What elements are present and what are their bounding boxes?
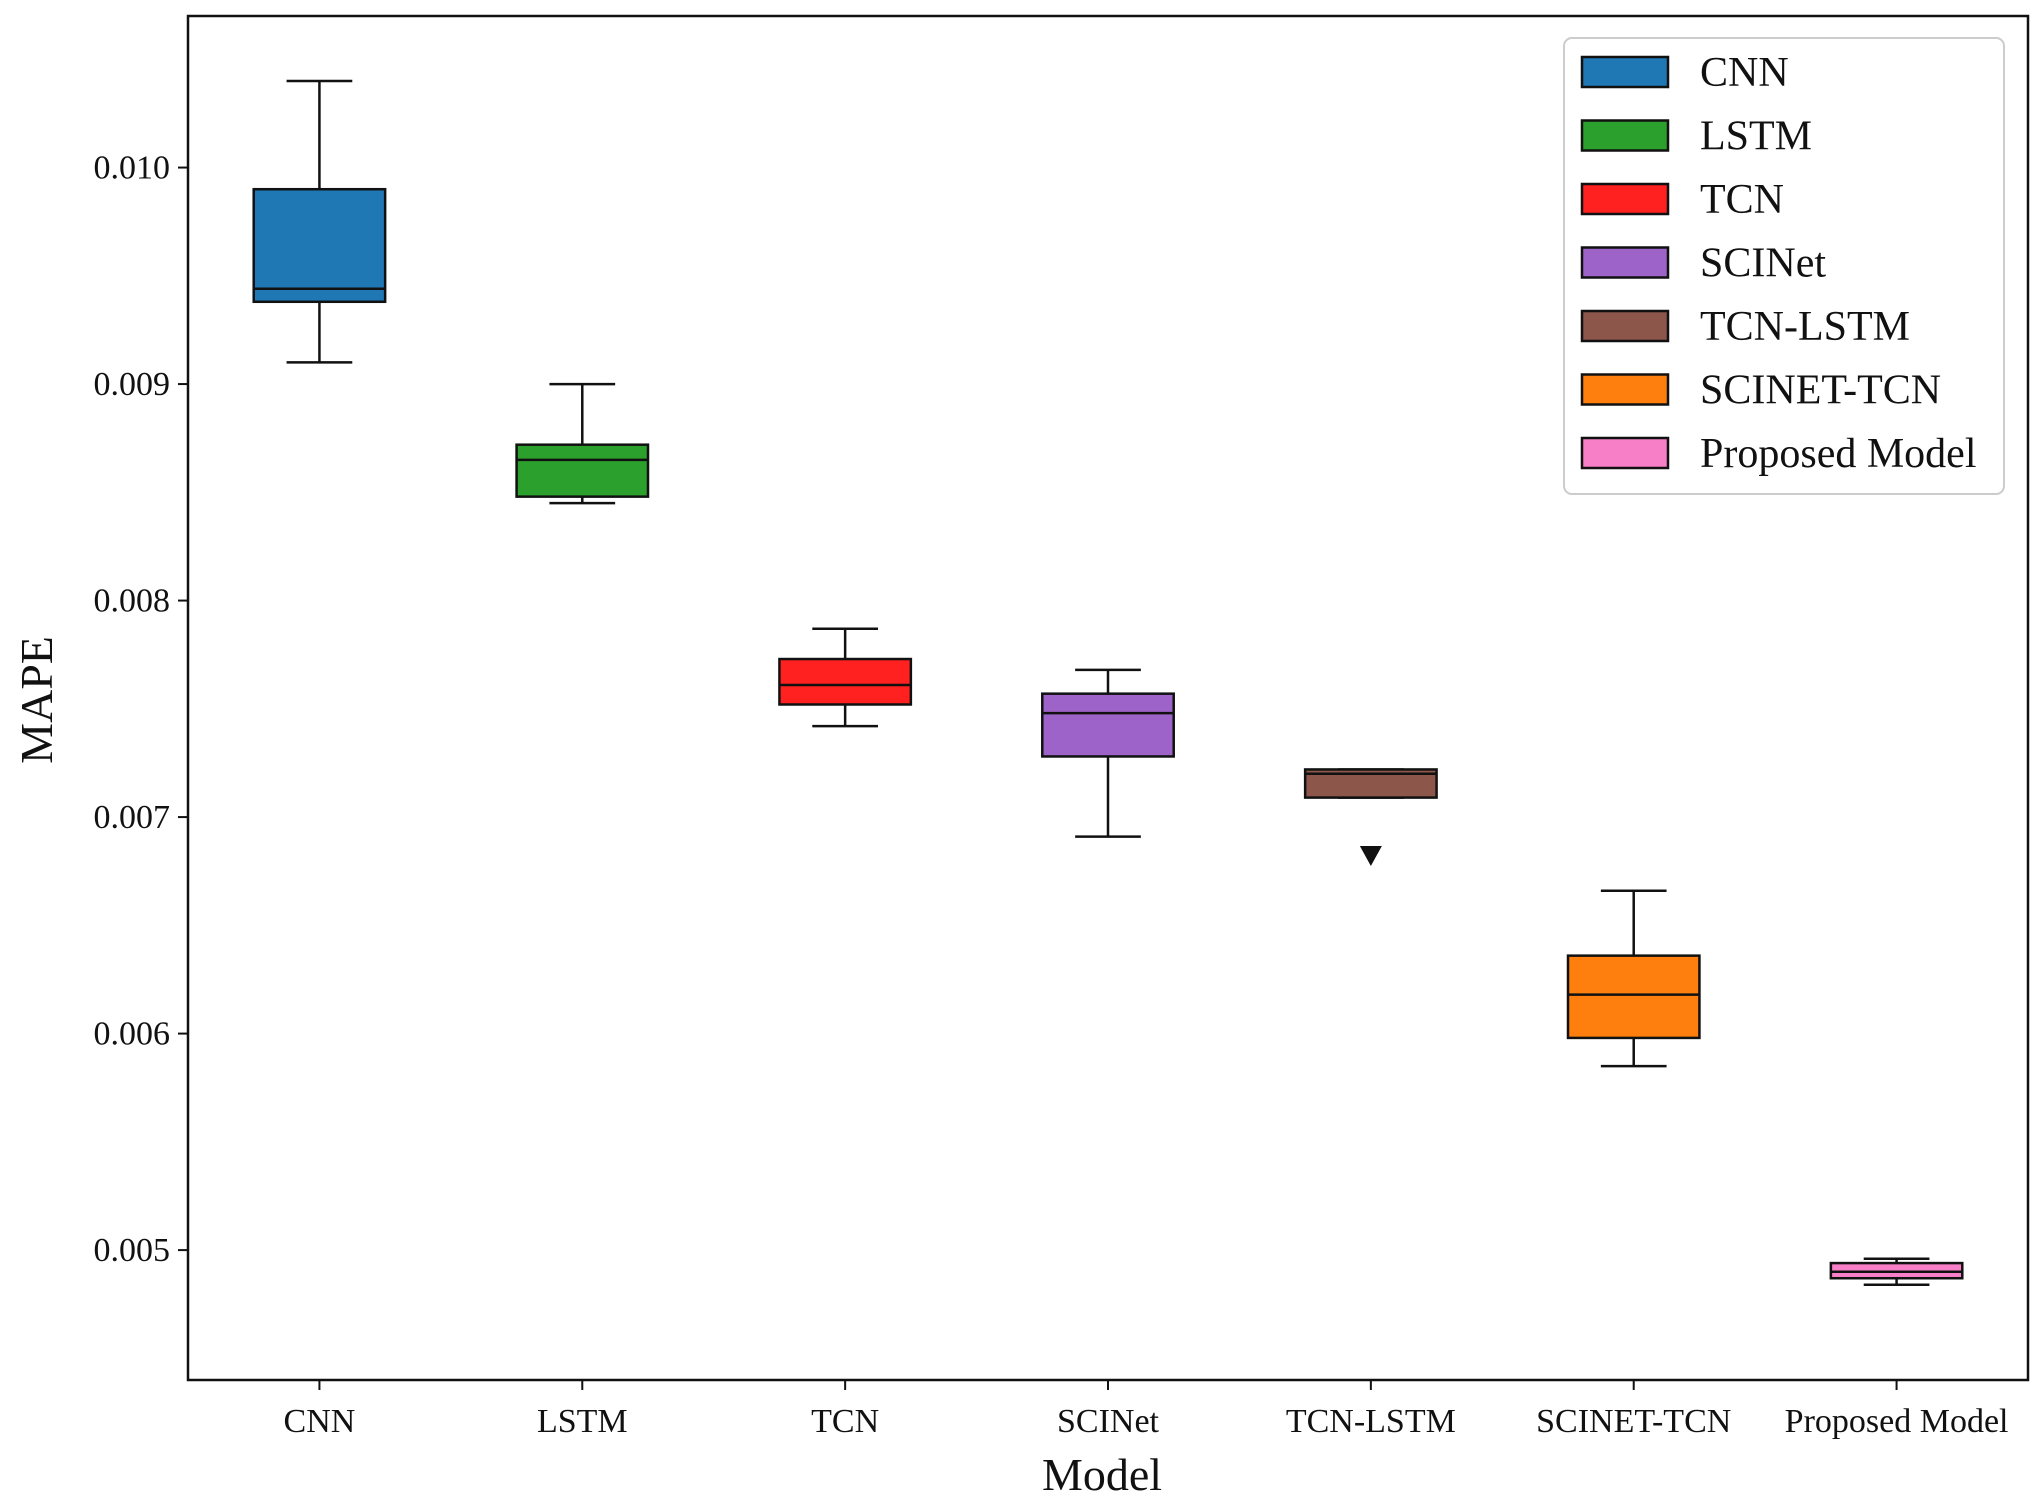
x-tick-label: SCINet <box>1057 1403 1160 1440</box>
box-body <box>1041 692 1175 758</box>
y-tick-label: 0.006 <box>94 1016 171 1053</box>
y-tick-label: 0.009 <box>94 366 171 403</box>
legend-label: TCN-LSTM <box>1700 304 1910 350</box>
x-tick-label: LSTM <box>537 1403 628 1440</box>
y-tick-label: 0.005 <box>94 1232 171 1269</box>
legend-frame <box>1563 37 2005 495</box>
legend-swatch <box>1580 373 1670 406</box>
box-scinet-tcn <box>1566 889 1701 1068</box>
x-tick-label: CNN <box>284 1403 356 1440</box>
y-tick-label: 0.007 <box>94 799 171 836</box>
box-body <box>778 657 913 706</box>
x-tick-label: SCINET-TCN <box>1536 1403 1731 1440</box>
x-tick-label: Proposed Model <box>1785 1403 2009 1440</box>
legend-entry: LSTM <box>1580 114 1812 160</box>
legend-label: SCINET-TCN <box>1700 368 1941 414</box>
box-body <box>1566 954 1701 1040</box>
box-tcn-lstm <box>1303 768 1438 867</box>
legend-swatch <box>1580 246 1670 279</box>
legend-swatch <box>1580 55 1670 89</box>
legend-label: TCN <box>1700 177 1784 223</box>
legend-label: SCINet <box>1700 241 1826 287</box>
y-tick-label: 0.010 <box>94 150 171 187</box>
box-body <box>252 187 387 304</box>
legend: CNN LSTM TCN SCINet TCN-LSTM SCINET-TCN Propos… <box>1563 37 2005 495</box>
x-axis-label: Model <box>1042 1449 1162 1500</box>
legend-label: Proposed Model <box>1700 431 1977 477</box>
box-body <box>515 443 650 498</box>
boxes <box>252 79 1964 1286</box>
outlier-marker <box>1359 846 1382 867</box>
legend-entry: SCINET-TCN <box>1580 368 1941 414</box>
x-tick-label: TCN-LSTM <box>1286 1403 1456 1440</box>
box-tcn <box>778 627 913 728</box>
legend-entry: SCINet <box>1580 241 1826 287</box>
legend-swatch <box>1580 119 1670 152</box>
y-axis-label: MAPE <box>11 636 62 764</box>
legend-entry: TCN <box>1580 177 1784 223</box>
box-proposed-model <box>1829 1257 1964 1286</box>
x-tick-label: TCN <box>811 1403 879 1440</box>
legend-swatch <box>1580 436 1670 470</box>
x-axis: CNN LSTM TCN SCINet TCN-LSTM SCINET-TCN Propos… <box>284 1380 2009 1440</box>
box-lstm <box>515 382 650 505</box>
y-tick-label: 0.008 <box>94 583 171 620</box>
legend-label: LSTM <box>1700 114 1812 160</box>
legend-swatch <box>1580 309 1670 343</box>
legend-entry: CNN <box>1580 50 1789 96</box>
y-axis: 0.005 0.006 0.007 0.008 0.009 0.010 <box>94 150 188 1269</box>
legend-label: CNN <box>1700 50 1789 96</box>
legend-entry: TCN-LSTM <box>1580 304 1910 350</box>
box-scinet <box>1041 668 1175 838</box>
box-cnn <box>252 79 387 364</box>
legend-entry: Proposed Model <box>1580 431 1977 477</box>
legend-swatch <box>1580 182 1670 216</box>
